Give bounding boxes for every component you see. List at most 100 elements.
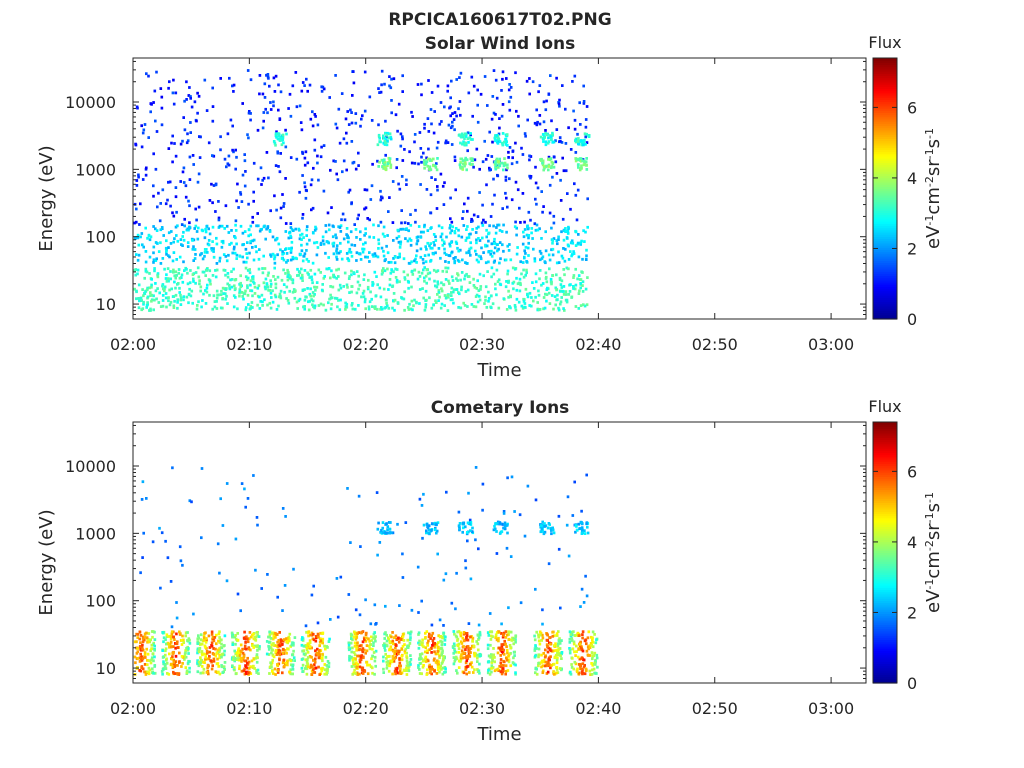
solar-wind-cell bbox=[256, 286, 260, 290]
cometary-cell bbox=[220, 638, 223, 642]
solar-wind-cell bbox=[524, 273, 527, 277]
solar-wind-cell bbox=[172, 214, 176, 218]
cometary-cell bbox=[456, 644, 460, 648]
solar-wind-cell bbox=[370, 297, 373, 301]
solar-wind-cell bbox=[447, 254, 451, 257]
cometary-cell bbox=[153, 671, 157, 675]
cometary-cell bbox=[557, 642, 560, 646]
solar-wind-cell bbox=[492, 177, 495, 181]
cometary-cell bbox=[141, 643, 144, 647]
solar-wind-cell bbox=[492, 69, 496, 72]
cometary-cell bbox=[542, 652, 545, 655]
solar-wind-cell bbox=[332, 244, 335, 248]
solar-wind-cell bbox=[424, 162, 428, 165]
cometary-cell bbox=[284, 661, 288, 665]
solar-wind-cell bbox=[523, 132, 527, 135]
cometary-cell bbox=[425, 649, 429, 653]
cometary-cell bbox=[382, 667, 385, 671]
solar-wind-cell bbox=[415, 254, 418, 258]
solar-wind-cell bbox=[228, 243, 231, 246]
solar-wind-cell bbox=[347, 190, 350, 194]
cometary-cell bbox=[289, 663, 293, 667]
solar-wind-cell bbox=[548, 183, 552, 187]
cometary-cell bbox=[394, 667, 398, 671]
cometary-cell bbox=[321, 641, 324, 645]
solar-wind-cell bbox=[218, 224, 222, 228]
cometary-cell bbox=[585, 522, 588, 526]
cometary-cell bbox=[462, 631, 466, 634]
cometary-cell bbox=[305, 630, 308, 634]
solar-wind-cell bbox=[305, 234, 308, 237]
solar-wind-cell bbox=[518, 289, 522, 293]
cometary-cell bbox=[552, 531, 556, 535]
cometary-cell bbox=[395, 671, 399, 675]
solar-wind-cell bbox=[452, 257, 455, 260]
cometary-cell bbox=[548, 636, 551, 640]
solar-wind-cell bbox=[432, 252, 435, 256]
cometary-cell bbox=[547, 562, 551, 566]
solar-wind-cell bbox=[514, 220, 517, 224]
solar-wind-cell bbox=[538, 114, 542, 117]
cometary-cell bbox=[534, 654, 537, 658]
solar-wind-cell bbox=[257, 284, 261, 288]
solar-wind-cell bbox=[310, 298, 313, 301]
solar-wind-cell bbox=[550, 280, 553, 284]
solar-wind-cell bbox=[447, 123, 451, 127]
solar-wind-cell bbox=[231, 251, 234, 255]
solar-wind-cell bbox=[447, 261, 450, 264]
cometary-cell bbox=[277, 648, 281, 652]
solar-wind-cell bbox=[550, 282, 553, 286]
solar-wind-cell bbox=[563, 309, 566, 312]
solar-wind-cell bbox=[335, 268, 338, 272]
solar-wind-cell bbox=[350, 243, 354, 247]
solar-wind-cell bbox=[284, 177, 287, 180]
solar-wind-cell bbox=[203, 254, 206, 258]
solar-wind-cell bbox=[247, 228, 251, 232]
solar-wind-cell bbox=[552, 221, 556, 225]
cometary-cell bbox=[366, 672, 370, 676]
solar-wind-cell bbox=[582, 102, 586, 105]
cometary-cell bbox=[293, 636, 297, 639]
solar-wind-cell bbox=[508, 305, 511, 309]
cometary-cell bbox=[435, 643, 439, 647]
solar-wind-cell bbox=[444, 260, 447, 263]
solar-wind-cell bbox=[423, 266, 426, 269]
cometary-cell bbox=[454, 655, 458, 659]
cometary-cell bbox=[555, 658, 559, 662]
solar-wind-cell bbox=[435, 285, 439, 289]
cometary-cell bbox=[514, 663, 517, 667]
solar-wind-cell bbox=[178, 291, 181, 294]
solar-wind-cell bbox=[503, 161, 507, 165]
solar-wind-cell bbox=[197, 94, 201, 98]
cometary-y-tick-label: 10 bbox=[96, 659, 116, 678]
cometary-cell bbox=[433, 645, 436, 649]
solar-wind-cell bbox=[561, 256, 565, 260]
solar-wind-cell bbox=[309, 287, 312, 291]
cometary-cell bbox=[200, 650, 204, 653]
cometary-cell bbox=[456, 671, 459, 675]
solar-wind-cell bbox=[573, 127, 577, 131]
cometary-cell bbox=[559, 654, 562, 658]
solar-wind-cell bbox=[383, 163, 386, 167]
solar-wind-cell bbox=[208, 232, 212, 236]
solar-wind-cell bbox=[487, 239, 490, 243]
solar-wind-cell bbox=[468, 136, 472, 139]
solar-wind-cell bbox=[186, 282, 190, 286]
solar-wind-cell bbox=[423, 225, 426, 229]
solar-wind-cell bbox=[301, 276, 304, 279]
cometary-cell bbox=[136, 647, 139, 650]
cometary-cell bbox=[246, 656, 249, 660]
figure-title: RPCICA160617T02.PNG bbox=[388, 10, 611, 30]
cometary-cell bbox=[465, 672, 468, 676]
solar-wind-cell bbox=[194, 271, 198, 274]
solar-wind-cell bbox=[570, 296, 573, 299]
cometary-cell bbox=[552, 644, 556, 647]
solar-wind-cell bbox=[535, 223, 539, 227]
cometary-cell bbox=[577, 522, 581, 526]
solar-wind-cell bbox=[357, 164, 360, 167]
cometary-cell bbox=[134, 661, 137, 665]
cometary-cell bbox=[417, 646, 421, 650]
solar-wind-cell bbox=[382, 249, 385, 253]
solar-wind-cell bbox=[550, 248, 553, 252]
solar-wind-y-tick-label: 100 bbox=[85, 228, 116, 247]
